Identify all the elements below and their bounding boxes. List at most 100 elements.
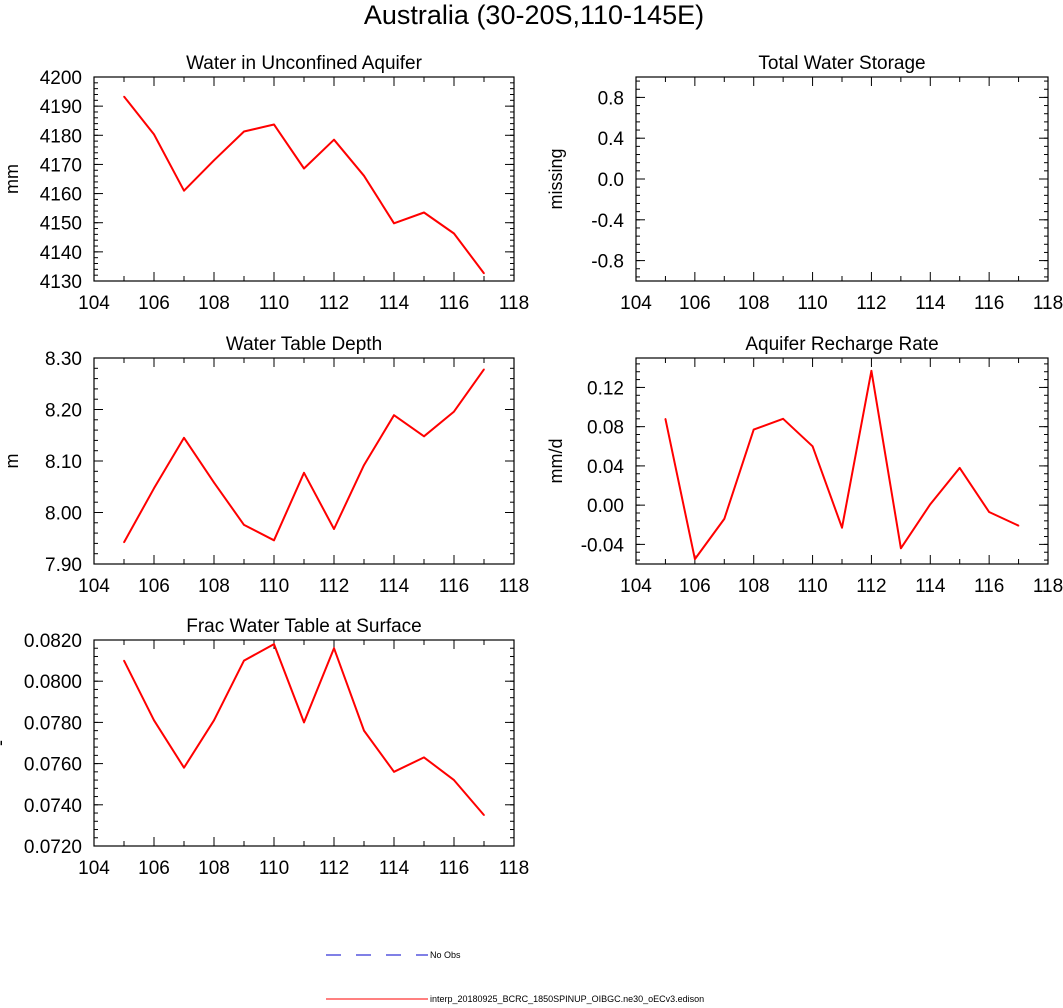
y-tick-label: 4190 bbox=[40, 97, 82, 118]
panel-title: Water in Unconfined Aquifer bbox=[186, 53, 423, 74]
x-tick-label: 108 bbox=[198, 858, 230, 879]
y-tick-label: 0.0 bbox=[598, 170, 624, 191]
y-tick-label: 0.0820 bbox=[24, 631, 82, 652]
data-point bbox=[213, 159, 215, 162]
y-tick-label: 0.8 bbox=[598, 88, 624, 109]
data-point bbox=[958, 467, 961, 469]
panel-frac: Frac Water Table at Surface - 104 106 108 110… bbox=[0, 616, 529, 879]
panel-tws: Total Water Storage missing 104 106 108 110 11… bbox=[546, 53, 1063, 314]
y-tick-label: 4170 bbox=[40, 155, 82, 176]
data-point bbox=[273, 123, 275, 126]
series-line-model bbox=[123, 643, 485, 816]
x-tick-label: 108 bbox=[198, 293, 230, 314]
y-axis-label: mm/d bbox=[546, 439, 566, 484]
figure-title: Australia (30-20S,110-145E) bbox=[364, 0, 704, 30]
data-point bbox=[213, 719, 215, 722]
panel-unconfined: Water in Unconfined Aquifer mm 104 106 108 11… bbox=[2, 53, 529, 314]
data-point bbox=[363, 729, 365, 732]
data-point bbox=[183, 766, 185, 769]
x-tick-label: 104 bbox=[620, 576, 652, 597]
data-point bbox=[243, 524, 245, 526]
x-tick-label: 112 bbox=[856, 293, 886, 314]
data-point bbox=[183, 437, 185, 439]
x-tick-label: 110 bbox=[797, 293, 827, 314]
panels-group: Water in Unconfined Aquifer mm 104 106 108 11… bbox=[0, 53, 1063, 879]
x-tick-label: 116 bbox=[439, 293, 469, 314]
plot-frame bbox=[635, 357, 1049, 565]
y-tick-label: 4160 bbox=[40, 185, 82, 206]
y-tick-label: 8.10 bbox=[45, 452, 82, 473]
series-line-model bbox=[123, 95, 485, 275]
x-tick-label: 108 bbox=[198, 576, 230, 597]
panel-wtd: Water Table Depth m 104 106 108 110 112 114 116 1… bbox=[2, 334, 529, 597]
data-point bbox=[303, 721, 305, 724]
data-point bbox=[453, 410, 455, 413]
y-tick-label: 0.04 bbox=[587, 457, 624, 478]
data-point bbox=[303, 167, 305, 170]
y-tick-label: 4180 bbox=[40, 126, 82, 147]
plot-frame bbox=[93, 639, 515, 847]
legend-obs-label: No Obs bbox=[430, 950, 461, 960]
x-tick-label: 110 bbox=[259, 576, 289, 597]
data-point bbox=[453, 779, 455, 781]
data-point bbox=[841, 526, 843, 529]
panel-title: Total Water Storage bbox=[758, 53, 925, 74]
data-point bbox=[153, 487, 155, 490]
plot-frame bbox=[93, 76, 515, 282]
y-tick-label: 8.30 bbox=[45, 349, 82, 370]
y-tick-label: 8.20 bbox=[45, 401, 82, 422]
y-tick-label: 7.90 bbox=[45, 555, 82, 576]
x-tick-label: 110 bbox=[259, 293, 289, 314]
x-tick-label: 104 bbox=[78, 576, 110, 597]
x-tick-label: 108 bbox=[738, 293, 770, 314]
data-point bbox=[363, 174, 365, 177]
x-tick-label: 106 bbox=[138, 293, 170, 314]
y-tick-label: 0.08 bbox=[587, 418, 624, 439]
data-point bbox=[243, 130, 245, 133]
y-axis-label: missing bbox=[546, 148, 566, 209]
data-point bbox=[664, 418, 667, 420]
x-tick-label: 116 bbox=[439, 576, 469, 597]
y-axis-label: m bbox=[2, 454, 22, 469]
y-tick-label: 0.4 bbox=[598, 129, 625, 150]
x-tick-label: 110 bbox=[259, 858, 289, 879]
y-tick-label: 0.0720 bbox=[24, 837, 82, 858]
data-point bbox=[900, 547, 902, 550]
data-point bbox=[333, 138, 335, 141]
data-point bbox=[363, 464, 365, 466]
x-tick-label: 118 bbox=[499, 293, 529, 314]
x-tick-label: 106 bbox=[679, 576, 711, 597]
data-point bbox=[393, 414, 395, 416]
x-tick-label: 118 bbox=[499, 858, 529, 879]
data-point bbox=[929, 503, 932, 505]
data-point bbox=[123, 95, 125, 98]
data-point bbox=[333, 647, 335, 650]
data-point bbox=[423, 756, 425, 759]
data-point bbox=[393, 222, 395, 225]
data-point bbox=[483, 272, 485, 275]
legend: No Obs interp_20180925_BCRC_1850SPINUP_O… bbox=[326, 950, 704, 1004]
data-point bbox=[723, 518, 726, 520]
legend-model-label: interp_20180925_BCRC_1850SPINUP_OIBGC.ne… bbox=[430, 994, 704, 1004]
panel-title: Aquifer Recharge Rate bbox=[745, 334, 938, 355]
data-point bbox=[483, 368, 485, 371]
x-tick-label: 116 bbox=[439, 858, 469, 879]
x-tick-label: 118 bbox=[1033, 576, 1063, 597]
panel-recharge: Aquifer Recharge Rate mm/d 104 106 108 110 112… bbox=[546, 334, 1063, 597]
y-tick-label: 8.00 bbox=[45, 504, 82, 525]
y-axis-label: - bbox=[0, 740, 10, 746]
x-tick-label: 106 bbox=[138, 576, 170, 597]
series-line-model bbox=[123, 368, 485, 543]
data-point bbox=[453, 232, 455, 235]
x-tick-label: 104 bbox=[78, 293, 110, 314]
data-point bbox=[153, 719, 155, 722]
x-tick-label: 118 bbox=[499, 576, 529, 597]
data-point bbox=[273, 643, 275, 645]
x-tick-label: 114 bbox=[379, 858, 410, 879]
data-point bbox=[423, 211, 425, 214]
data-point bbox=[752, 428, 755, 431]
y-tick-label: 4200 bbox=[40, 68, 82, 89]
x-tick-label: 112 bbox=[856, 576, 886, 597]
data-point bbox=[1017, 524, 1020, 527]
